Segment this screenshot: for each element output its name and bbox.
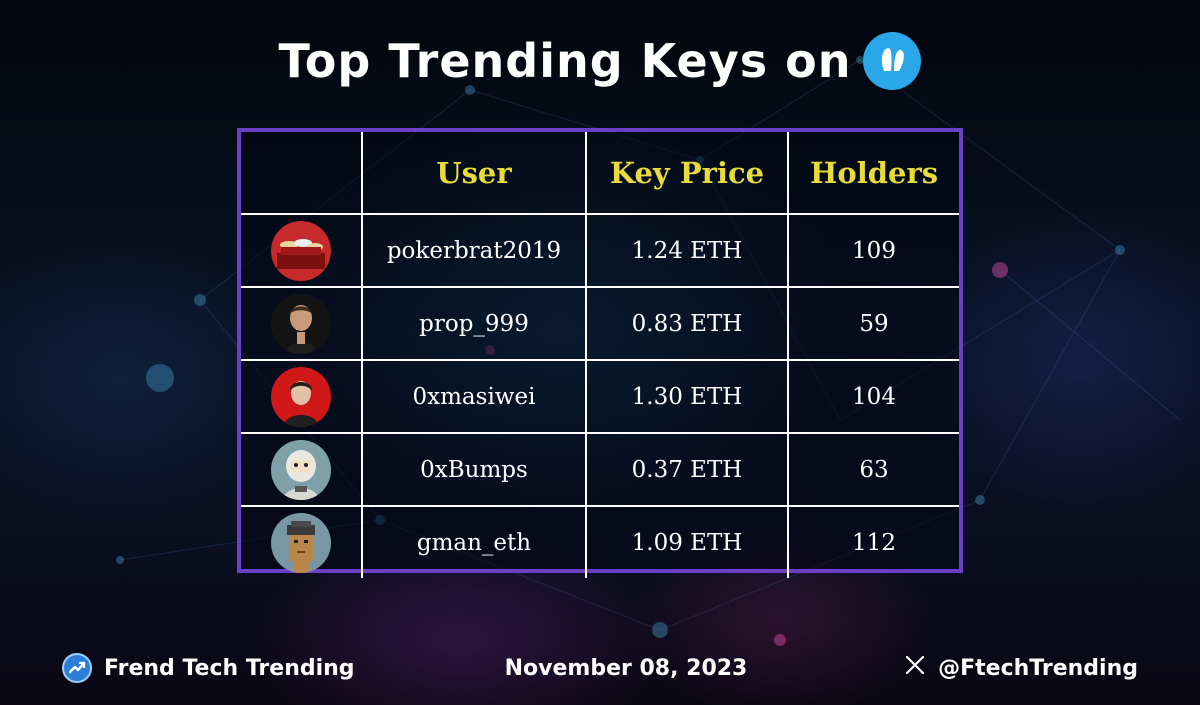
table-row: gman_eth 1.09 ETH 112	[241, 505, 959, 578]
key-price-cell: 1.24 ETH	[585, 213, 789, 288]
table-row: 0xmasiwei 1.30 ETH 104	[241, 359, 959, 434]
holders-cell: 59	[787, 286, 959, 361]
table-row: 0xBumps 0.37 ETH 63	[241, 432, 959, 507]
footer-handle-label[interactable]: @FtechTrending	[938, 655, 1138, 681]
key-price-cell: 0.83 ETH	[585, 286, 789, 361]
holders-cell: 104	[787, 359, 959, 434]
holders-cell: 109	[787, 213, 959, 288]
holders-cell: 63	[787, 432, 959, 507]
key-price-cell: 1.30 ETH	[585, 359, 789, 434]
holders-cell: 112	[787, 505, 959, 578]
key-price-cell: 0.37 ETH	[585, 432, 789, 507]
user-cell: 0xmasiwei	[361, 359, 587, 434]
title-text: Top Trending Keys on	[278, 34, 852, 88]
friend-tech-logo-icon	[863, 32, 922, 90]
user-cell: pokerbrat2019	[361, 213, 587, 288]
key-price-cell: 1.09 ETH	[585, 505, 789, 578]
footer-handle[interactable]: @FtechTrending	[904, 648, 1138, 688]
column-header-key-price: Key Price	[585, 132, 789, 215]
footer-brand-label: Frend Tech Trending	[104, 655, 355, 681]
footer-date: November 08, 2023	[0, 648, 1200, 688]
man-portrait-avatar	[271, 293, 331, 354]
column-header-holders: Holders	[787, 132, 959, 215]
user-cell: 0xBumps	[361, 432, 587, 507]
footer-date-label: November 08, 2023	[504, 655, 748, 681]
table-row: prop_999 0.83 ETH 59	[241, 286, 959, 361]
astronaut-figure-avatar	[271, 439, 331, 500]
column-header-user: User	[361, 132, 587, 215]
table-row: pokerbrat2019 1.24 ETH 109	[241, 213, 959, 288]
page-title: Top Trending Keys on	[0, 28, 1200, 94]
table-header-row: User Key Price Holders	[241, 132, 959, 215]
pixel-punk-avatar	[271, 512, 331, 573]
user-cell: prop_999	[361, 286, 587, 361]
trending-keys-table: User Key Price Holders pokerbrat2019	[237, 128, 963, 578]
frend-tech-trending-logo-icon	[62, 653, 92, 683]
column-header-avatar	[241, 132, 363, 215]
x-logo-icon	[904, 654, 926, 682]
user-cell: gman_eth	[361, 505, 587, 578]
poker-chips-avatar	[271, 220, 331, 281]
red-background-portrait-avatar	[271, 366, 331, 427]
footer-brand: Frend Tech Trending	[62, 648, 355, 688]
